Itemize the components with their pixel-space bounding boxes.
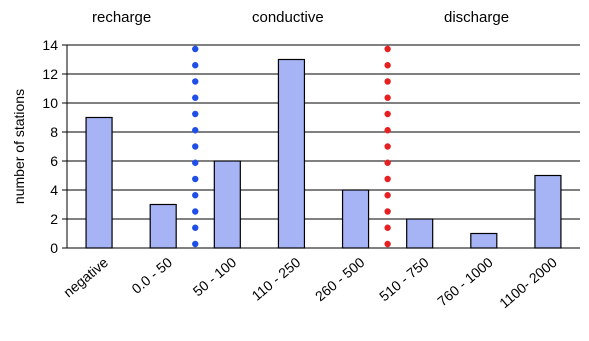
bar-8 (534, 174, 562, 249)
divider-dot (384, 127, 391, 134)
y-tick-label: 0 (50, 240, 58, 256)
divider-dot (192, 159, 199, 166)
y-tick-label: 14 (42, 37, 58, 53)
divider-dot (192, 62, 199, 69)
divider-dot (192, 45, 199, 53)
divider-dot (384, 208, 391, 215)
x-tick-label: 760 - 1000 (434, 254, 496, 309)
x-tick-label: 50 - 100 (190, 254, 240, 299)
divider-dot (384, 143, 391, 150)
divider-dot (192, 143, 199, 150)
bar-5 (341, 189, 370, 249)
zone-label-discharge: discharge (444, 9, 510, 26)
divider-dot (192, 127, 199, 134)
y-tick-label: 12 (42, 66, 58, 82)
x-tick-label: negative (60, 254, 111, 300)
divider-dot (192, 240, 199, 248)
x-tick-label: 110 - 250 (249, 254, 304, 304)
divider-dot (192, 110, 199, 118)
divider-dot (384, 94, 391, 101)
divider-dot (384, 240, 391, 248)
x-tick-label: 510 - 750 (376, 254, 432, 304)
bar-6 (406, 218, 434, 249)
y-tick-label: 10 (42, 95, 58, 111)
divider-conductive-discharge (384, 45, 391, 248)
divider-dot (192, 224, 199, 231)
divider-dot (192, 78, 199, 85)
divider-dot (384, 159, 391, 166)
divider-dot (384, 45, 391, 53)
bar-7 (470, 232, 498, 249)
x-tick-label: 260 - 500 (312, 254, 368, 304)
zone-label-conductive: conductive (252, 9, 324, 26)
divider-recharge-conductive (192, 45, 199, 248)
divider-dot (192, 208, 199, 215)
bar-4 (277, 58, 306, 249)
divider-dot (384, 224, 391, 231)
divider-dot (384, 110, 391, 118)
bar-1 (85, 116, 113, 249)
y-tick-label: 8 (50, 124, 58, 140)
y-tick-label: 6 (50, 153, 58, 169)
divider-dot (384, 78, 391, 85)
y-axis-label: number of stations (11, 89, 27, 204)
x-tick-label: 0.0 - 50 (128, 254, 175, 297)
divider-dot (192, 175, 199, 183)
y-tick-label: 2 (50, 211, 58, 227)
bar-3 (213, 160, 241, 249)
bar-2 (149, 203, 177, 249)
x-tick-label: 1100- 2000 (496, 254, 560, 311)
divider-dot (384, 192, 391, 199)
zone-label-recharge: recharge (92, 9, 152, 26)
divider-dot (192, 94, 199, 101)
divider-dot (192, 192, 199, 199)
divider-dot (384, 62, 391, 69)
divider-dot (384, 175, 391, 183)
y-tick-label: 4 (50, 182, 58, 198)
